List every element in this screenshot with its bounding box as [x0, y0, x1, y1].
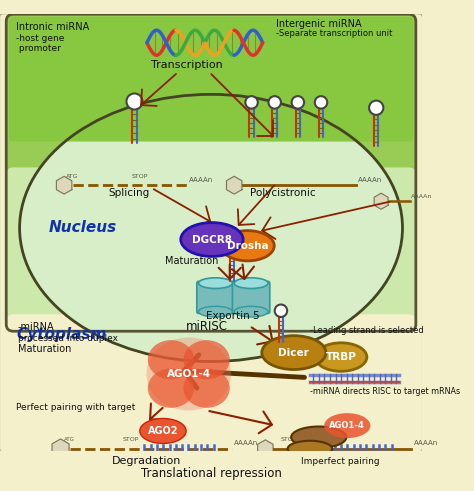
Text: Exportin 5: Exportin 5 [207, 311, 260, 321]
Text: AAAAn: AAAAn [411, 193, 433, 199]
Ellipse shape [183, 369, 230, 408]
Ellipse shape [315, 343, 367, 371]
Text: Drosha: Drosha [227, 241, 268, 251]
Circle shape [246, 96, 258, 109]
Polygon shape [227, 176, 242, 194]
Text: STOP: STOP [132, 174, 148, 179]
Text: Degradation: Degradation [112, 456, 182, 466]
Text: Intergenic miRNA: Intergenic miRNA [276, 19, 362, 28]
Ellipse shape [140, 418, 186, 443]
Text: Translational repression: Translational repression [141, 467, 282, 480]
Ellipse shape [148, 340, 194, 380]
Text: processed into duplex: processed into duplex [18, 334, 118, 343]
FancyBboxPatch shape [9, 17, 413, 141]
Ellipse shape [199, 278, 232, 289]
Ellipse shape [146, 337, 231, 410]
Text: AGO2: AGO2 [148, 426, 178, 436]
Text: AAAAn: AAAAn [234, 440, 258, 446]
FancyBboxPatch shape [6, 167, 416, 328]
Circle shape [268, 96, 281, 109]
Circle shape [127, 93, 143, 109]
Text: AAAAn: AAAAn [358, 177, 382, 183]
Ellipse shape [183, 340, 230, 380]
Text: -miRNA directs RISC to target mRNAs: -miRNA directs RISC to target mRNAs [310, 387, 460, 396]
Polygon shape [258, 440, 273, 458]
FancyBboxPatch shape [232, 281, 270, 313]
Text: Nucleus: Nucleus [49, 220, 117, 235]
Text: TRBP: TRBP [326, 352, 356, 362]
Text: -Separate transcription unit: -Separate transcription unit [276, 29, 392, 38]
Text: Dicer: Dicer [279, 348, 309, 357]
Ellipse shape [148, 369, 194, 408]
Text: STOP: STOP [281, 437, 297, 442]
Ellipse shape [199, 306, 232, 317]
Text: Maturation: Maturation [165, 255, 218, 266]
Text: promoter: promoter [16, 44, 61, 53]
FancyBboxPatch shape [0, 13, 423, 452]
Ellipse shape [262, 336, 326, 370]
Text: DGCR8: DGCR8 [192, 235, 232, 245]
Ellipse shape [19, 94, 402, 361]
Text: -miRNA: -miRNA [18, 322, 55, 332]
Text: Cytoplasm: Cytoplasm [16, 327, 106, 342]
Text: Perfect pairing with target: Perfect pairing with target [16, 404, 136, 412]
Ellipse shape [291, 427, 346, 448]
Ellipse shape [324, 413, 371, 438]
Text: Intronic miRNA: Intronic miRNA [16, 22, 89, 32]
Ellipse shape [288, 441, 332, 457]
Polygon shape [56, 176, 72, 194]
Circle shape [315, 96, 327, 109]
Text: AGO1-4: AGO1-4 [329, 421, 365, 430]
FancyBboxPatch shape [6, 314, 416, 451]
Ellipse shape [221, 231, 274, 261]
Text: Maturation: Maturation [18, 344, 71, 354]
FancyBboxPatch shape [197, 281, 234, 313]
Text: STOP: STOP [123, 437, 139, 442]
Polygon shape [52, 439, 69, 459]
FancyBboxPatch shape [6, 14, 416, 202]
Circle shape [292, 96, 304, 109]
Text: AAAAn: AAAAn [189, 177, 213, 183]
Text: ATG: ATG [64, 437, 75, 442]
Ellipse shape [234, 278, 268, 289]
Text: miRISC: miRISC [186, 320, 228, 333]
Circle shape [275, 304, 287, 317]
Text: Transcription: Transcription [151, 59, 223, 70]
Text: AGO1-4: AGO1-4 [167, 369, 211, 379]
Text: ATG: ATG [66, 174, 78, 179]
Polygon shape [374, 193, 388, 209]
Text: Polycistronic: Polycistronic [250, 188, 316, 198]
Circle shape [226, 244, 238, 256]
Circle shape [369, 101, 383, 115]
Text: AAAAn: AAAAn [414, 440, 438, 446]
Text: -Leading strand is selected: -Leading strand is selected [310, 326, 424, 335]
Text: -host gene: -host gene [16, 34, 64, 43]
Text: Imperfect pairing: Imperfect pairing [301, 457, 380, 466]
Ellipse shape [181, 222, 243, 256]
Ellipse shape [234, 306, 268, 317]
Text: Splicing: Splicing [109, 188, 150, 198]
